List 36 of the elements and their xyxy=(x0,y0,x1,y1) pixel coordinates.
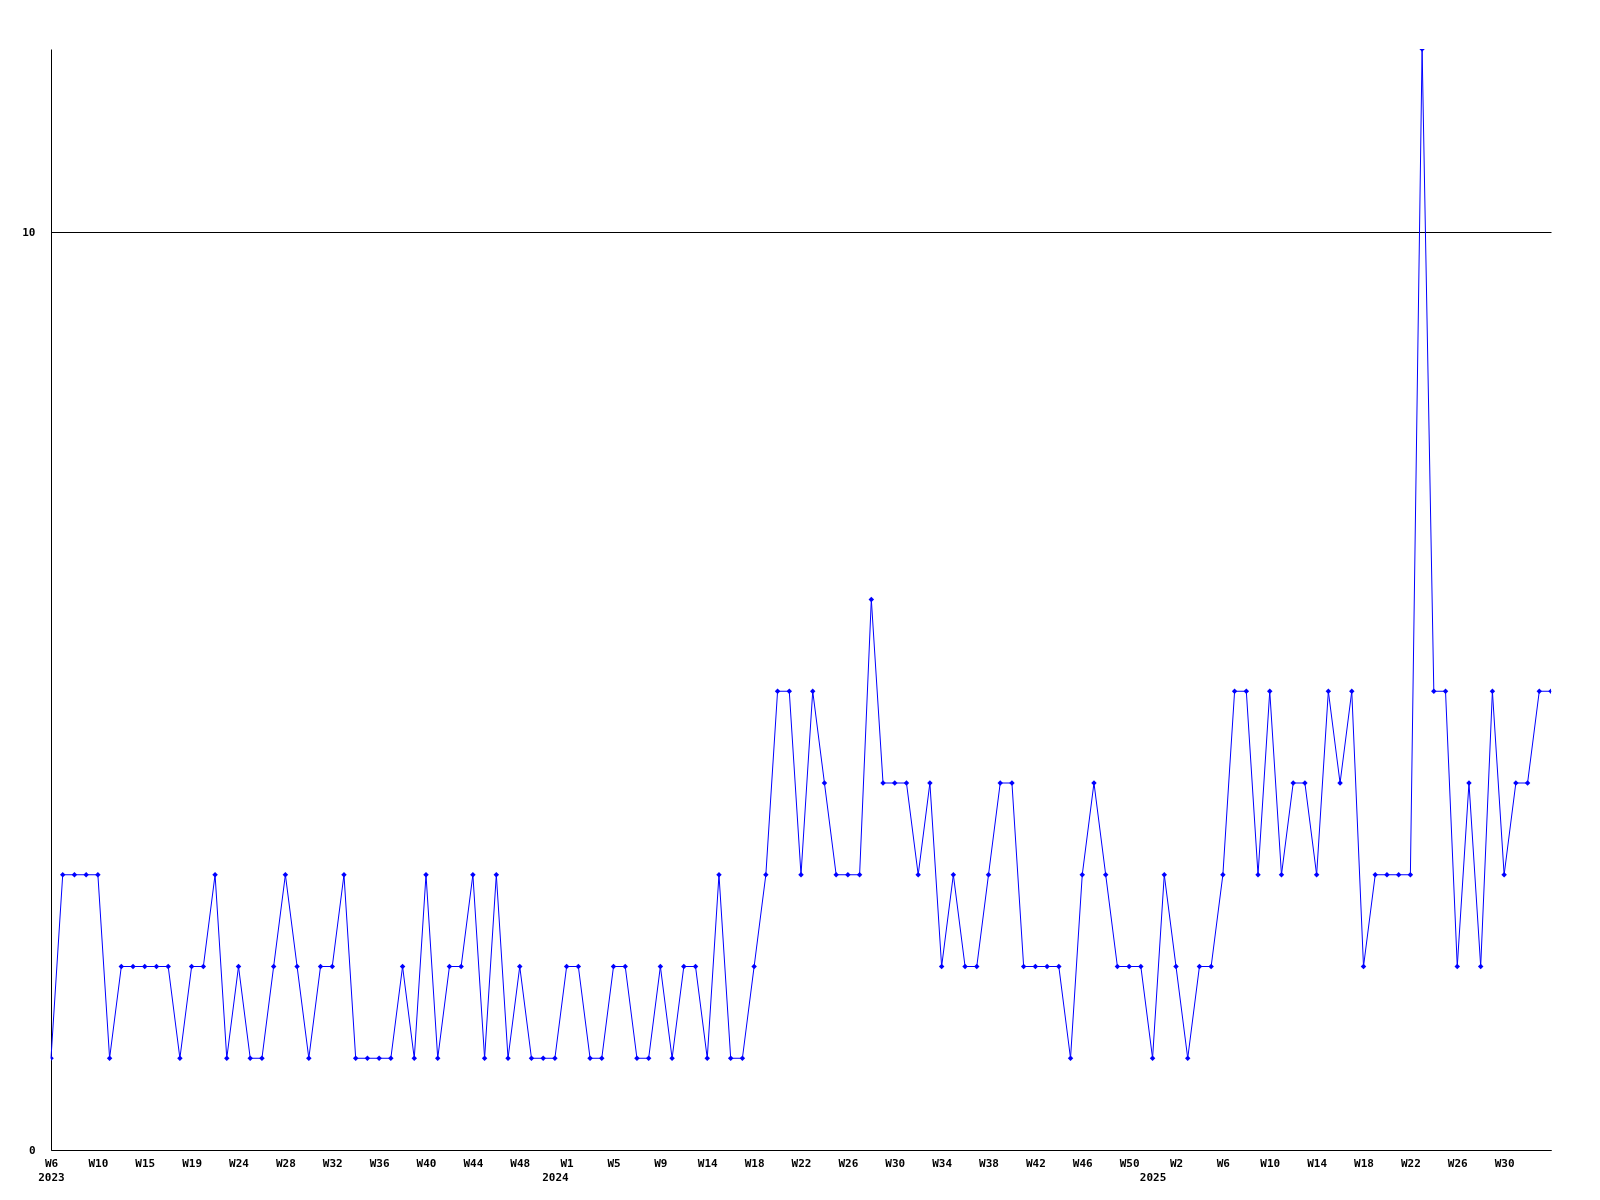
x-tick-label: W24 xyxy=(229,1156,250,1170)
x-tick-label: W30 xyxy=(1494,1156,1515,1170)
x-tick-label: W28 xyxy=(275,1156,296,1170)
x-tick-label: W50 xyxy=(1119,1156,1140,1170)
x-tick-label: W22 xyxy=(1400,1156,1421,1170)
x-tick-label: W18 xyxy=(1354,1156,1374,1170)
x-tick-label: W34 xyxy=(932,1156,953,1170)
x-tick-label: 2024 xyxy=(542,1170,570,1184)
x-tick-label: W38 xyxy=(979,1156,999,1170)
x-tick-label: W26 xyxy=(838,1156,859,1170)
x-tick-label: W10 xyxy=(1260,1156,1281,1170)
x-tick-label: W18 xyxy=(744,1156,765,1170)
x-tick-label: W36 xyxy=(369,1156,390,1170)
x-tick-label: W2 xyxy=(1169,1156,1184,1170)
x-tick-label: 2025 xyxy=(1139,1170,1167,1184)
x-tick-label: W6 2023 xyxy=(38,1156,65,1184)
x-tick-label: W44 xyxy=(463,1156,484,1170)
y-tick-label: 10 xyxy=(22,226,36,239)
x-tick-label: W9 xyxy=(654,1156,668,1170)
x-tick-label: W26 xyxy=(1447,1156,1469,1170)
x-tick-label: W46 xyxy=(1072,1156,1094,1170)
x-tick-label: W15 xyxy=(135,1156,156,1170)
x-tick-label: W10 xyxy=(88,1156,109,1170)
x-tick-label: W19 xyxy=(182,1156,203,1170)
x-tick-label: W22 xyxy=(791,1156,812,1170)
x-tick-label: W6 xyxy=(1216,1156,1231,1170)
x-tick-label: W14 xyxy=(697,1156,719,1170)
x-tick-label: W42 xyxy=(1025,1156,1046,1170)
x-tick-label: W32 xyxy=(322,1156,343,1170)
x-tick-label: W5 xyxy=(607,1156,621,1170)
x-tick-label: W48 xyxy=(510,1156,531,1170)
x-tick-label: W1 xyxy=(560,1156,575,1170)
y-tick-label: 0 xyxy=(28,1143,36,1157)
x-tick-label: W40 xyxy=(416,1156,437,1170)
x-tick-label: W30 xyxy=(885,1156,906,1170)
x-tick-label: W14 xyxy=(1307,1156,1328,1170)
